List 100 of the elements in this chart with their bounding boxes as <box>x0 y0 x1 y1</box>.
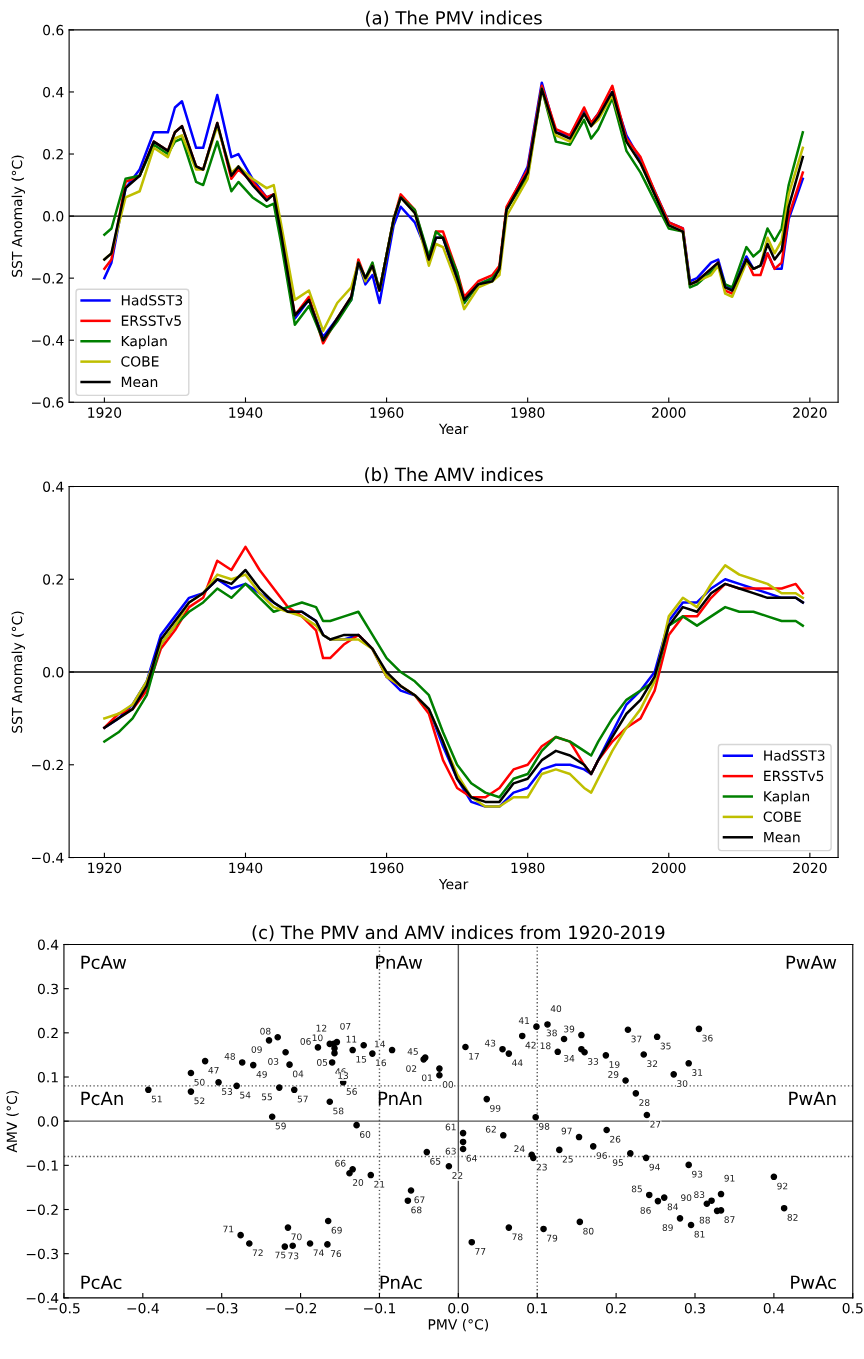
annotation: 02 <box>406 1065 417 1072</box>
annotation: 77 <box>475 1248 486 1255</box>
x-tick-label: 0.1 <box>527 1302 547 1314</box>
y-tick-label: −0.1 <box>26 1160 58 1171</box>
annotation: 17 <box>469 1052 479 1060</box>
chart-title: (a) The PMV indices <box>366 10 542 27</box>
annotation: 97 <box>561 1127 572 1135</box>
annotation: 38 <box>546 1029 557 1037</box>
y-tick-label: 0.0 <box>43 666 64 678</box>
annotation: 99 <box>490 1104 501 1112</box>
annotation: PwAc <box>791 1275 836 1290</box>
y-tick-label: −0.4 <box>32 852 64 863</box>
annotation: 51 <box>151 1095 162 1103</box>
legend-label: Mean <box>121 376 158 388</box>
annotation: 31 <box>692 1069 703 1076</box>
annotation: 84 <box>667 1203 678 1211</box>
annotation: 60 <box>360 1130 371 1138</box>
x-tick-label: 1920 <box>88 862 122 874</box>
annotation: PwAw <box>786 955 837 969</box>
annotation: PcAw <box>81 955 127 970</box>
annotation: 34 <box>564 1054 575 1062</box>
annotation: 05 <box>317 1058 328 1066</box>
x-tick-label: 2020 <box>793 862 827 874</box>
annotation: PnAn <box>378 1091 422 1105</box>
annotation: 23 <box>536 1163 547 1171</box>
annotation: 20 <box>352 1179 364 1186</box>
legend-label: Kaplan <box>764 790 810 805</box>
annotation: 71 <box>223 1225 234 1233</box>
annotation: 33 <box>588 1058 599 1065</box>
x-tick-label: 1960 <box>370 407 404 418</box>
annotation: 09 <box>251 1046 262 1053</box>
annotation: 74 <box>313 1249 324 1257</box>
legend-label: ERSSTv5 <box>764 770 824 782</box>
annotation: 37 <box>631 1035 642 1043</box>
annotation: 95 <box>612 1159 623 1167</box>
x-tick-label: 1960 <box>370 862 404 874</box>
y-tick-label: −0.4 <box>26 1292 59 1304</box>
annotation: 88 <box>699 1216 710 1224</box>
annotation: 35 <box>660 1042 671 1050</box>
annotation: 28 <box>639 1099 650 1106</box>
y-tick-label: 0.0 <box>37 1116 59 1127</box>
annotation: 65 <box>430 1157 441 1165</box>
legend-label: HadSST3 <box>764 750 825 761</box>
x-tick-label: −0.4 <box>127 1302 159 1314</box>
x-tick-label: 2020 <box>793 407 827 418</box>
annotation: 70 <box>291 1233 302 1241</box>
annotation: 55 <box>261 1093 272 1101</box>
x-tick-label: 0.3 <box>684 1302 705 1314</box>
y-tick-label: −0.2 <box>32 759 63 771</box>
annotation: 73 <box>288 1252 299 1260</box>
x-tick-label: 1920 <box>88 407 122 418</box>
x-tick-label: 1980 <box>511 862 545 874</box>
x-tick-label: 0.0 <box>448 1302 469 1314</box>
annotation: 27 <box>650 1120 661 1128</box>
annotation: 87 <box>724 1216 735 1224</box>
x-tick-label: −0.5 <box>48 1302 80 1314</box>
annotation: 56 <box>346 1088 357 1095</box>
annotation: 12 <box>316 1024 327 1032</box>
annotation: 53 <box>222 1088 233 1095</box>
annotation: 54 <box>240 1091 251 1099</box>
y-tick-label: 0.4 <box>43 481 64 492</box>
annotation: 19 <box>609 1061 620 1068</box>
y-axis-title: SST Anomaly (°C) <box>11 155 25 277</box>
annotation: 36 <box>702 1034 713 1042</box>
annotation: 49 <box>256 1070 267 1078</box>
annotation: 30 <box>677 1080 688 1087</box>
y-tick-label: 0.4 <box>37 939 59 950</box>
x-axis-title: Year <box>438 423 469 435</box>
annotation: 92 <box>777 1182 788 1190</box>
annotation: 26 <box>610 1135 621 1143</box>
annotation: 69 <box>331 1226 342 1234</box>
y-tick-label: 0.2 <box>43 148 63 160</box>
annotation: 03 <box>268 1058 279 1065</box>
annotation: 76 <box>330 1250 342 1258</box>
legend-label: ERSSTv5 <box>121 315 181 326</box>
annotation: PwAn <box>789 1091 836 1105</box>
annotation: 16 <box>376 1059 387 1067</box>
annotation: 58 <box>333 1107 344 1115</box>
annotation: 91 <box>724 1174 735 1182</box>
annotation: 57 <box>297 1095 308 1103</box>
annotation: 86 <box>640 1206 651 1214</box>
annotation: 48 <box>224 1052 236 1060</box>
legend-label: COBE <box>121 356 159 367</box>
y-tick-label: −0.2 <box>32 273 63 284</box>
annotation: 22 <box>452 1172 463 1179</box>
annotation: 67 <box>414 1196 425 1204</box>
annotation: 04 <box>292 1070 304 1078</box>
annotation: 59 <box>275 1122 286 1130</box>
x-tick-label: 1940 <box>229 407 263 418</box>
annotation: 82 <box>787 1213 798 1221</box>
annotation: 00 <box>442 1081 454 1088</box>
annotation: 43 <box>484 1039 496 1047</box>
x-tick-label: 2000 <box>652 407 686 418</box>
legend-label: Mean <box>764 832 800 843</box>
x-axis-title: Year <box>438 879 469 890</box>
annotation: 47 <box>208 1067 219 1074</box>
x-tick-label: 0.2 <box>605 1302 626 1314</box>
annotation: PnAc <box>380 1275 422 1290</box>
y-tick-label: −0.6 <box>32 397 64 408</box>
annotation: 79 <box>547 1234 558 1242</box>
